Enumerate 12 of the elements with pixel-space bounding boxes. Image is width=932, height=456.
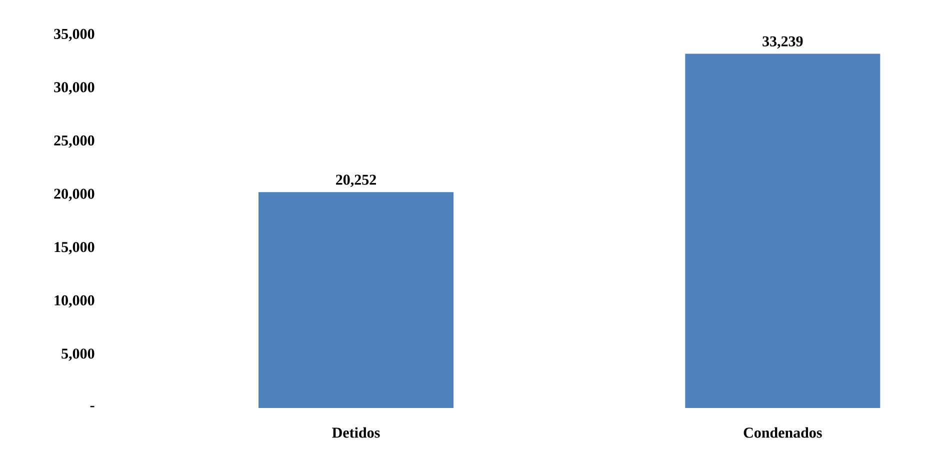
y-tick-label: 5,000 — [62, 348, 94, 361]
y-tick-label: 35,000 — [54, 28, 94, 42]
y-tick-label: 10,000 — [54, 295, 94, 308]
y-tick-label: - — [90, 406, 94, 408]
x-tick-label: Condenados — [744, 427, 822, 438]
y-tick-label: 15,000 — [54, 242, 94, 254]
y-tick-label: 30,000 — [54, 82, 94, 94]
y-tick-label: 25,000 — [54, 135, 94, 148]
data-label: 33,239 — [762, 36, 803, 49]
x-tick-label: Detidos — [332, 427, 380, 438]
y-tick-label: 20,000 — [54, 188, 94, 202]
data-label: 20,252 — [336, 174, 376, 187]
